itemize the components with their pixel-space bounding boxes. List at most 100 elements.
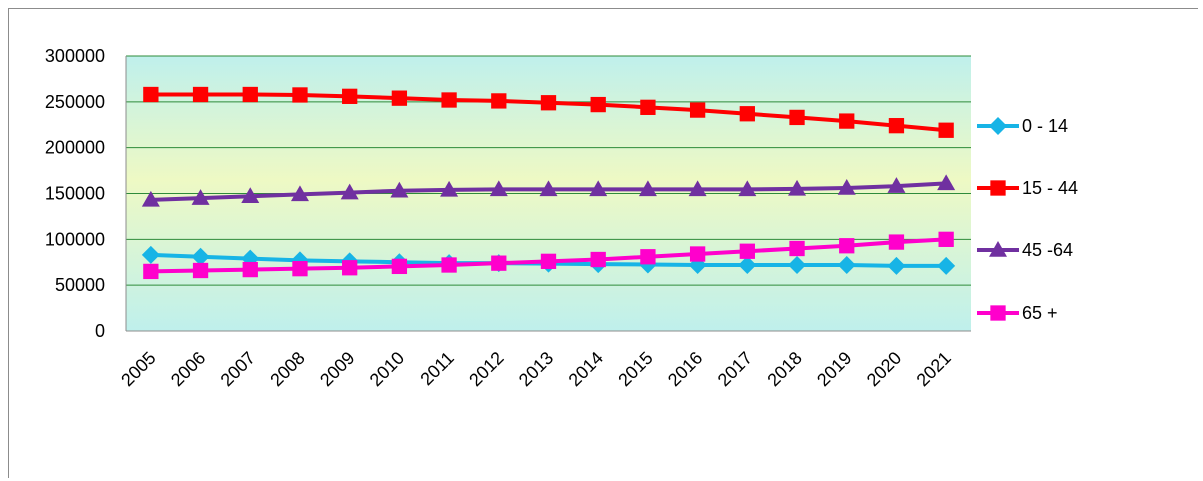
data-point — [292, 87, 308, 103]
data-point — [340, 183, 359, 200]
legend-entry: 15 - 44 — [977, 178, 1078, 198]
y-tick-label: 0 — [95, 321, 105, 341]
legend-marker — [989, 241, 1007, 257]
data-point — [242, 261, 258, 278]
data-point — [192, 86, 209, 103]
legend-entry: 0 - 14 — [977, 116, 1068, 136]
legend-label: 15 - 44 — [1022, 178, 1078, 198]
data-point — [141, 245, 160, 264]
data-point — [590, 251, 606, 268]
x-tick-label: 2016 — [664, 348, 706, 390]
data-point — [391, 90, 408, 106]
data-point — [640, 99, 656, 115]
data-point — [143, 263, 159, 280]
data-point — [788, 179, 807, 196]
x-tick-label: 2019 — [813, 348, 855, 390]
x-tick-label: 2018 — [763, 348, 805, 390]
data-point — [938, 122, 954, 138]
data-point — [688, 180, 707, 197]
data-point — [839, 238, 855, 254]
data-point — [491, 255, 507, 271]
x-tick-label: 2009 — [316, 348, 358, 390]
data-point — [290, 185, 309, 202]
data-point — [441, 257, 457, 273]
data-point — [192, 262, 209, 279]
data-point — [242, 86, 258, 103]
data-point — [888, 234, 905, 250]
legend-entry: 45 -64 — [977, 240, 1073, 260]
data-point — [440, 180, 459, 197]
data-point — [640, 249, 656, 265]
data-point — [489, 180, 508, 197]
data-point — [839, 113, 855, 129]
data-point — [342, 260, 358, 276]
data-point — [540, 95, 557, 111]
data-point — [887, 256, 906, 275]
data-point — [191, 247, 210, 266]
data-point — [689, 246, 706, 262]
data-point — [887, 177, 906, 193]
data-point — [390, 181, 409, 198]
x-tick-label: 2015 — [614, 348, 656, 390]
data-point — [789, 240, 805, 257]
data-point — [589, 180, 608, 197]
data-point — [738, 256, 757, 274]
legend-marker — [990, 180, 1006, 196]
data-point — [739, 243, 755, 259]
y-tick-label: 250000 — [45, 92, 105, 112]
data-point — [241, 187, 260, 203]
data-point — [143, 86, 159, 103]
x-tick-label: 2014 — [565, 348, 607, 390]
data-point — [938, 231, 954, 247]
legend-label: 65 + — [1022, 303, 1058, 323]
legend-entry: 65 + — [977, 303, 1058, 323]
legend-label: 0 - 14 — [1022, 116, 1068, 136]
y-tick-label: 150000 — [45, 184, 105, 204]
series-group — [143, 231, 954, 280]
x-tick-label: 2011 — [416, 348, 458, 390]
x-tick-label: 2007 — [217, 348, 259, 390]
data-point — [638, 180, 657, 197]
y-tick-label: 50000 — [55, 275, 105, 295]
x-tick-label: 2013 — [515, 348, 557, 390]
x-tick-label: 2008 — [266, 348, 308, 390]
data-point — [837, 256, 856, 274]
legend-label: 45 -64 — [1022, 240, 1073, 260]
data-point — [141, 190, 160, 207]
chart-frame: 0 50000 100000 150000 200000 250000 300000 2005… — [8, 8, 1198, 478]
data-point — [540, 253, 557, 269]
data-point — [191, 189, 210, 205]
data-point — [937, 256, 956, 275]
data-point — [342, 88, 358, 104]
x-tick-label: 2006 — [167, 348, 209, 390]
data-point — [441, 92, 457, 108]
legend-marker — [990, 305, 1006, 321]
data-point — [292, 261, 308, 277]
data-point — [789, 109, 805, 126]
x-tick-label: 2017 — [714, 348, 756, 390]
y-tick-label: 200000 — [45, 138, 105, 158]
series-group — [143, 86, 954, 138]
x-tick-label: 2012 — [465, 348, 507, 390]
legend-marker — [989, 117, 1007, 135]
x-tick-label: 2005 — [117, 348, 159, 390]
data-point — [491, 93, 507, 109]
line-chart: 0 50000 100000 150000 200000 250000 300000 2005… — [45, 46, 1078, 390]
data-point — [888, 118, 905, 134]
data-point — [689, 102, 706, 118]
data-point — [391, 258, 408, 275]
x-tick-label: 2020 — [863, 348, 905, 390]
x-tick-label: 2021 — [913, 348, 955, 390]
y-tick-label: 100000 — [45, 229, 105, 249]
y-tick-label: 300000 — [45, 46, 105, 66]
data-point — [937, 174, 956, 191]
data-point — [539, 180, 558, 197]
data-point — [738, 180, 757, 197]
data-point — [788, 256, 807, 274]
data-point — [241, 249, 260, 268]
data-point — [590, 96, 606, 113]
series-group — [141, 174, 956, 207]
x-tick-label: 2010 — [366, 348, 408, 390]
data-point — [739, 106, 755, 122]
data-point — [837, 179, 856, 195]
